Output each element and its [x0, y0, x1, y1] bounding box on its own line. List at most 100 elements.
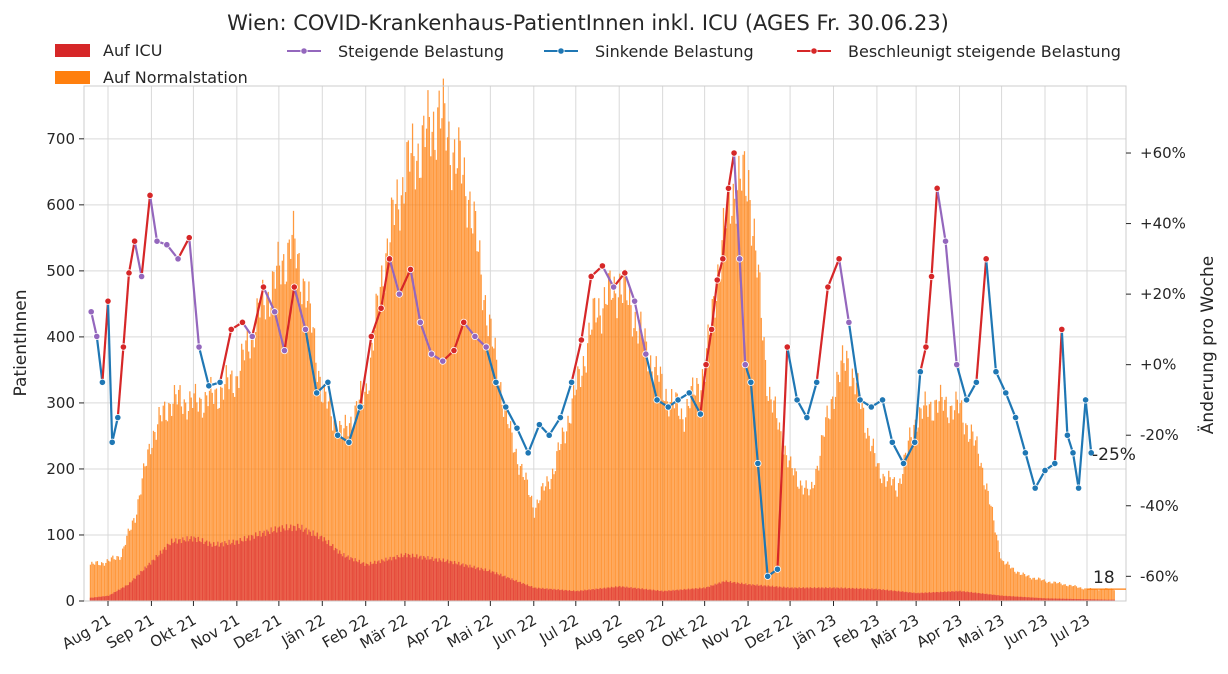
icu-bar: [907, 592, 909, 601]
change-point: [119, 343, 128, 351]
icu-bar: [477, 567, 480, 601]
icu-bar: [1002, 596, 1005, 601]
icu-bar: [574, 591, 576, 601]
change-point: [922, 343, 930, 351]
icu-bar: [846, 588, 848, 601]
icu-bar: [220, 543, 222, 601]
change-line-segment: [1071, 452, 1080, 489]
icu-bar: [778, 586, 781, 601]
icu-bar: [837, 587, 839, 601]
icu-bar: [459, 565, 461, 601]
icu-bar: [558, 590, 561, 601]
icu-bar: [306, 534, 309, 601]
change-line-segment: [527, 424, 541, 454]
icu-bar: [683, 588, 685, 601]
icu-bar: [882, 589, 884, 601]
icu-bar: [326, 544, 328, 601]
change-point: [642, 350, 650, 358]
icu-bar: [906, 591, 908, 601]
change-line-segment: [570, 339, 583, 383]
normalstation-bar: [598, 298, 600, 601]
icu-bar: [1014, 596, 1016, 601]
icu-bar: [521, 583, 523, 601]
icu-bar: [533, 587, 536, 601]
normalstation-bar: [910, 437, 912, 601]
change-point: [450, 346, 458, 355]
normalstation-bar: [1089, 587, 1092, 601]
icu-bar: [591, 589, 593, 601]
icu-bar: [267, 531, 269, 601]
icu-bar: [119, 589, 121, 601]
normalstation-bar: [164, 401, 166, 601]
normalstation-bar: [355, 401, 358, 601]
normalstation-bar: [409, 171, 411, 601]
normalstation-bar: [206, 395, 208, 601]
normalstation-bar: [995, 534, 998, 601]
normalstation-bar: [326, 408, 328, 601]
normalstation-bar: [717, 264, 719, 601]
normalstation-bar: [431, 131, 433, 601]
normalstation-bar: [757, 264, 760, 601]
normalstation-bar: [215, 388, 218, 601]
icu-bar: [664, 590, 666, 601]
normalstation-bar: [516, 464, 519, 601]
change-point: [513, 424, 521, 432]
icu-bar: [984, 594, 987, 601]
icu-bar: [795, 587, 797, 601]
change-point: [345, 438, 353, 446]
icu-bar: [155, 555, 157, 601]
icu-bar: [678, 590, 680, 601]
icu-bar: [1050, 598, 1052, 601]
y-tick-label: 0: [65, 592, 75, 610]
normalstation-bar: [634, 311, 636, 601]
normalstation-bar: [1019, 574, 1022, 601]
normalstation-bar: [1088, 589, 1090, 601]
normalstation-bar: [472, 233, 474, 601]
icu-bar: [374, 560, 376, 601]
icu-bar: [172, 543, 174, 601]
normalstation-bar: [617, 297, 620, 601]
icu-bar: [974, 592, 977, 601]
normalstation-bar: [507, 424, 509, 601]
change-line-segment: [985, 258, 998, 372]
icu-bar: [222, 546, 225, 601]
change-point: [290, 283, 298, 291]
y-tick-label: 700: [46, 130, 75, 148]
x-tick-label: Apr 22: [402, 611, 454, 651]
icu-bar: [629, 587, 631, 601]
icu-bar: [483, 570, 485, 601]
icu-bar: [871, 588, 873, 601]
icu-bar: [1043, 598, 1045, 601]
icu-bar: [109, 594, 111, 601]
normalstation-bar: [138, 495, 141, 601]
normalstation-bar: [1026, 575, 1029, 601]
normalstation-bar: [1096, 589, 1099, 601]
annotations: -25%18: [1087, 445, 1136, 590]
normalstation-bar: [563, 431, 565, 601]
normalstation-bar: [825, 417, 827, 601]
icu-bar: [596, 588, 599, 601]
icu-bar: [162, 549, 164, 601]
icu-bar: [595, 588, 597, 601]
normalstation-bar: [638, 319, 641, 601]
icu-bar: [1011, 596, 1013, 601]
normalstation-bar: [840, 360, 842, 601]
change-line-segment: [133, 240, 143, 277]
normalstation-bar: [636, 331, 638, 601]
icu-bar: [1018, 596, 1020, 601]
normalstation-bar: [734, 198, 736, 602]
normalstation-bar: [341, 439, 344, 601]
icu-bar: [115, 591, 117, 601]
icu-bar: [379, 563, 381, 601]
icu-bar: [622, 586, 624, 601]
normalstation-bar: [438, 90, 440, 602]
normalstation-bar: [735, 223, 737, 601]
icu-bar: [550, 588, 552, 601]
normalstation-bar: [1012, 567, 1015, 601]
icu-bar: [1051, 598, 1054, 601]
normalstation-bar: [316, 381, 318, 601]
normalstation-bar: [991, 506, 994, 601]
icu-bar: [1087, 599, 1089, 601]
normalstation-bar: [99, 565, 101, 601]
normalstation-bar: [525, 472, 527, 601]
